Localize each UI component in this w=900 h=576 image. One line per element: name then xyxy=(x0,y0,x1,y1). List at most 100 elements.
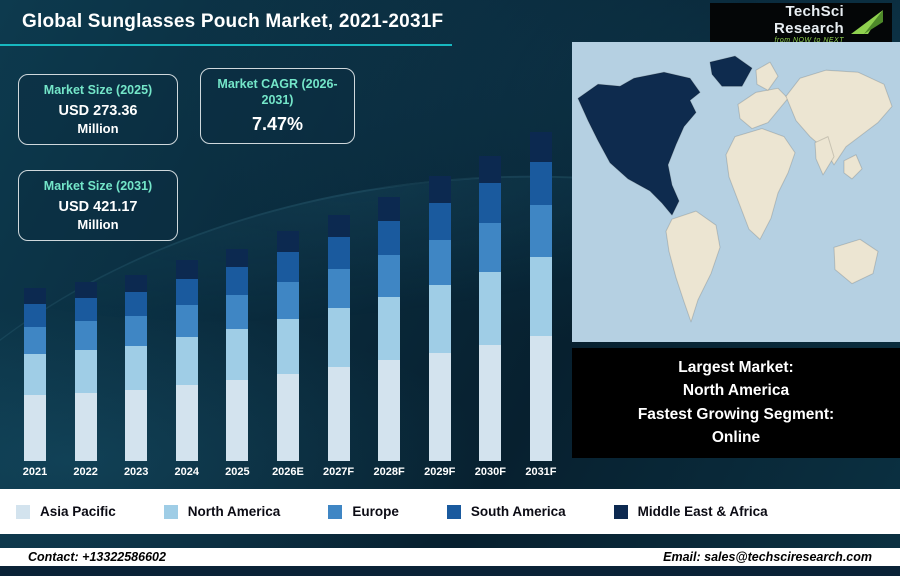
stat-unit: Million xyxy=(77,120,119,136)
bar-stack xyxy=(479,156,502,461)
map-scandinavia xyxy=(755,61,779,91)
x-axis-label: 2023 xyxy=(123,466,149,478)
bar-segment xyxy=(428,240,451,285)
bar-segment xyxy=(175,260,198,279)
bar-segment xyxy=(529,336,552,461)
world-map-svg xyxy=(572,42,900,342)
legend-label: North America xyxy=(187,504,281,519)
bar-column: 2026E xyxy=(267,231,309,478)
bar-stack xyxy=(175,260,198,461)
bar-segment xyxy=(479,345,502,461)
contact-text: Contact: +13322586602 xyxy=(28,550,166,564)
bar-column: 2025 xyxy=(216,249,258,478)
bar-segment xyxy=(276,282,299,319)
bar-column: 2031F xyxy=(520,132,562,478)
bar-segment xyxy=(327,237,350,269)
bar-segment xyxy=(327,308,350,367)
x-axis-label: 2029F xyxy=(424,466,456,478)
bar-stack xyxy=(428,176,451,461)
chart-legend: Asia Pacific North America Europe South Ame… xyxy=(0,489,900,534)
legend-swatch xyxy=(446,504,461,519)
bar-stack xyxy=(378,197,401,461)
bar-segment xyxy=(226,249,249,267)
bar-segment xyxy=(74,298,97,321)
fastest-segment-label: Fastest Growing Segment: xyxy=(637,405,835,423)
legend-item: Europe xyxy=(328,504,399,519)
legend-swatch xyxy=(16,504,30,519)
legend-label: Middle East & Africa xyxy=(637,504,768,519)
bar-segment xyxy=(276,374,299,461)
map-australia xyxy=(833,238,879,285)
world-map xyxy=(572,42,900,342)
stat-market-size-2031: Market Size (2031) USD 421.17 Million xyxy=(18,170,178,241)
bar-column: 2024 xyxy=(166,260,208,478)
map-india xyxy=(814,136,835,176)
bar-stack xyxy=(74,282,97,461)
bar-segment xyxy=(529,162,552,205)
bar-segment xyxy=(226,329,249,380)
bar-segment xyxy=(74,282,97,298)
legend-label: Europe xyxy=(352,504,399,519)
stat-value: USD 273.36 xyxy=(58,102,138,119)
bar-column: 2021 xyxy=(14,288,56,478)
bar-segment xyxy=(479,223,502,272)
bar-segment xyxy=(327,367,350,461)
x-axis-label: 2025 xyxy=(225,466,250,478)
legend-swatch xyxy=(613,504,628,519)
bar-segment xyxy=(327,269,350,308)
bar-segment xyxy=(428,353,451,461)
bar-segment xyxy=(175,279,198,305)
x-axis-label: 2030F xyxy=(474,466,506,478)
bar-segment xyxy=(428,285,451,353)
bar-column: 2023 xyxy=(115,275,157,478)
bar-segment xyxy=(24,304,46,327)
bar-column: 2029F xyxy=(419,176,461,478)
map-asia xyxy=(785,69,893,166)
bar-segment xyxy=(125,316,148,346)
map-europe xyxy=(737,87,789,130)
market-callout: Largest Market: North America Fastest Gr… xyxy=(572,348,900,458)
bar-segment xyxy=(276,252,299,282)
email-text: Email: sales@techsciresearch.com xyxy=(663,550,872,564)
bar-segment xyxy=(125,346,148,390)
bar-segment xyxy=(226,295,249,329)
legend-item: South America xyxy=(446,504,566,519)
bar-segment xyxy=(175,385,198,461)
bar-segment xyxy=(428,176,451,203)
bar-stack xyxy=(529,132,552,461)
largest-market-label: Largest Market: xyxy=(678,358,794,376)
bar-column: 2022 xyxy=(65,282,107,478)
stat-label: Market Size (2031) xyxy=(43,179,153,193)
bar-segment xyxy=(175,337,198,385)
x-axis-label: 2027F xyxy=(322,466,355,478)
stat-value: 7.47% xyxy=(251,114,304,135)
page-title: Global Sunglasses Pouch Market, 2021-203… xyxy=(22,11,444,32)
x-axis-label: 2031F xyxy=(525,466,557,478)
bar-chart: 2021 2022 2023 2024 2025 2026E 2027F 2028F 2029F… xyxy=(14,126,562,478)
legend-item: North America xyxy=(163,504,281,519)
logo-text: TechSci Research from NOW to NEXT xyxy=(720,3,850,44)
bar-segment xyxy=(428,203,451,240)
legend-swatch xyxy=(163,504,178,519)
bar-segment xyxy=(327,215,350,237)
bar-segment xyxy=(226,267,249,295)
logo-tagline: from NOW to NEXT xyxy=(774,36,844,44)
x-axis-label: 2026E xyxy=(272,466,304,478)
bar-segment xyxy=(378,297,401,360)
title-underline xyxy=(0,44,452,46)
map-north-america xyxy=(577,71,701,216)
legend-item: Middle East & Africa xyxy=(613,504,768,519)
stat-label: Market CAGR (2026-2031) xyxy=(217,77,338,107)
legend-label: South America xyxy=(470,504,566,519)
techsci-arrow-icon xyxy=(851,10,883,34)
fastest-segment-value: Online xyxy=(711,428,761,446)
legend-item: Asia Pacific xyxy=(16,504,116,519)
x-axis-label: 2028F xyxy=(373,466,405,478)
bar-segment xyxy=(24,327,46,354)
bar-segment xyxy=(74,393,97,461)
bar-segment xyxy=(378,255,401,297)
stat-unit: Million xyxy=(77,216,119,232)
bar-column: 2030F xyxy=(469,156,511,478)
bar-stack xyxy=(24,288,46,461)
